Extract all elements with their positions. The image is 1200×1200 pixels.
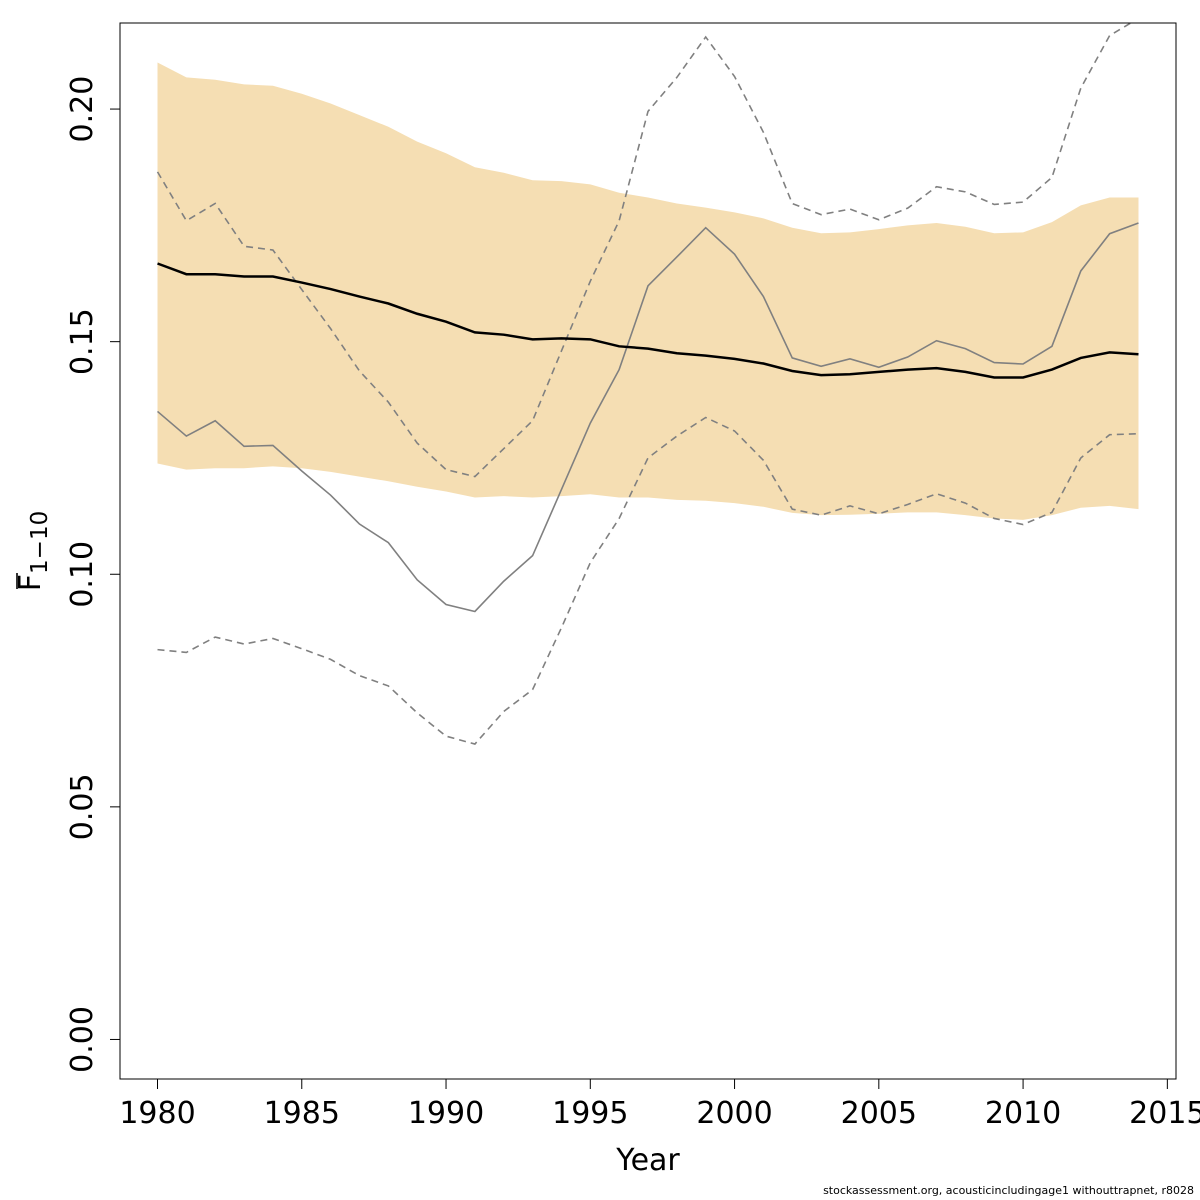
y-tick-label: 0.15	[65, 308, 100, 375]
footer-caption: stockassessment.org, acousticincludingag…	[823, 1184, 1194, 1197]
series-bound-line-4	[157, 416, 1139, 745]
y-tick-label: 0.00	[65, 1006, 100, 1073]
y-tick-label: 0.05	[65, 773, 100, 840]
series-line-2	[156, 222, 1139, 613]
x-axis-title: Year	[615, 1143, 680, 1178]
y-tick-label: 0.10	[65, 541, 100, 608]
x-tick-label: 1995	[552, 1096, 628, 1131]
y-axis-title-base: F	[13, 574, 48, 591]
confidence-band	[157, 62, 1139, 520]
x-tick-label: 1985	[264, 1096, 340, 1131]
x-axis: 1980 1985 1990 1995 2000 2005 2010 2015	[119, 1078, 1200, 1131]
x-tick-label: 2010	[985, 1096, 1061, 1131]
x-tick-label: 2005	[841, 1096, 917, 1131]
plot-area	[156, 23, 1139, 745]
x-tick-label: 2000	[696, 1096, 772, 1131]
svg-text:F1−10: F1−10	[13, 511, 53, 591]
y-axis: 0.00 0.05 0.10 0.15 0.20	[65, 76, 121, 1073]
x-tick-label: 1990	[408, 1096, 484, 1131]
mean-line	[157, 262, 1139, 379]
y-axis-title: F1−10	[13, 511, 53, 591]
x-tick-label: 2015	[1129, 1096, 1200, 1131]
y-axis-title-subscript: 1−10	[27, 511, 53, 574]
y-tick-label: 0.20	[65, 76, 100, 143]
series-bound-line-3	[156, 23, 1133, 478]
x-tick-label: 1980	[119, 1096, 195, 1131]
